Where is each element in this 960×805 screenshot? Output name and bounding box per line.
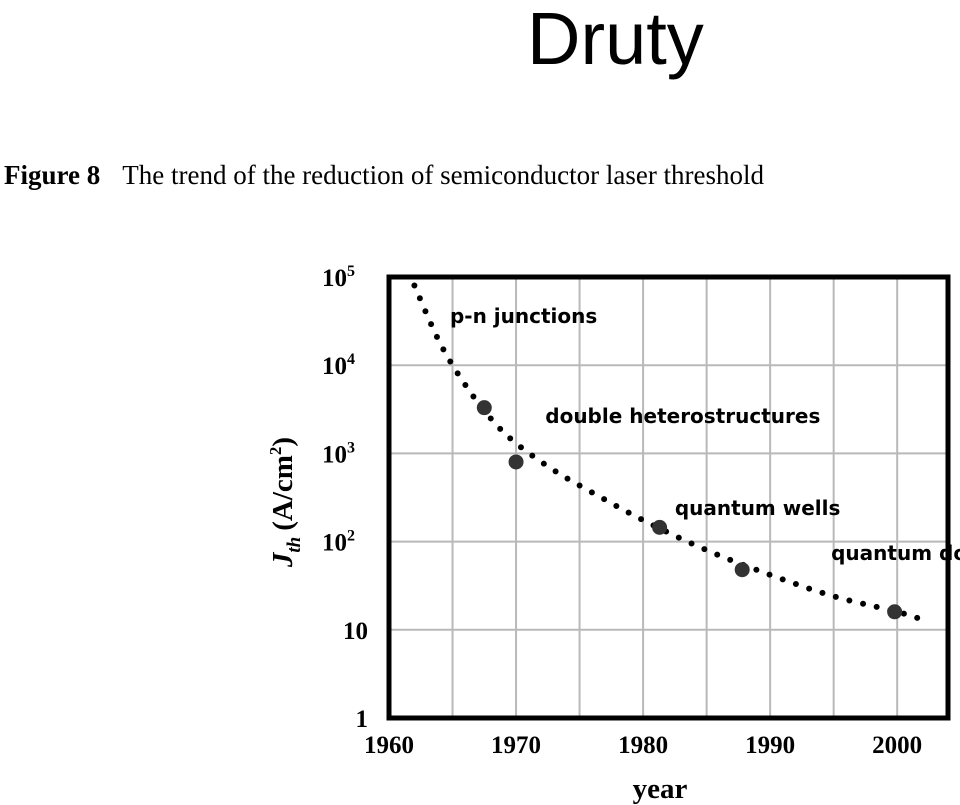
y-tick-base: 10 <box>322 530 347 557</box>
y-tick-exponent: 2 <box>347 528 355 545</box>
x-tick-label: 2000 <box>872 732 922 759</box>
y-tick-base: 10 <box>343 618 368 645</box>
slide-title: Druty <box>527 0 704 80</box>
figure-number: Figure 8 <box>4 160 101 190</box>
y-axis-label-sub: th <box>284 537 305 553</box>
y-tick-base: 1 <box>356 706 369 733</box>
y-tick-exponent: 3 <box>347 439 355 456</box>
y-tick-label: 102 <box>322 528 355 557</box>
y-tick-label: 104 <box>322 351 355 380</box>
data-point <box>734 562 750 578</box>
data-point <box>508 454 524 470</box>
data-point <box>476 400 492 416</box>
grid <box>389 276 948 719</box>
data-point <box>887 604 903 620</box>
x-tick-label: 1980 <box>618 732 668 759</box>
x-axis-ticks: 1960 1970 1980 1990 2000 <box>364 732 922 759</box>
y-tick-label: 105 <box>322 263 355 292</box>
figure-caption: Figure 8 The trend of the reduction of se… <box>4 160 764 191</box>
x-axis-label: year <box>633 773 688 805</box>
trend-line <box>411 282 926 623</box>
data-point <box>652 519 668 535</box>
annotation-label: quantum dots <box>831 541 960 565</box>
data-points <box>476 400 903 620</box>
y-tick-base: 10 <box>322 265 347 292</box>
trend-dots <box>411 282 926 623</box>
annotation-label: p-n junctions <box>450 304 597 328</box>
y-axis-label-main: J <box>267 551 299 568</box>
y-tick-exponent: 5 <box>347 263 355 280</box>
x-tick-label: 1990 <box>745 732 795 759</box>
y-tick-base: 10 <box>322 353 347 380</box>
y-tick-label: 10 <box>343 618 368 645</box>
figure-caption-text: The trend of the reduction of semiconduc… <box>122 160 765 190</box>
y-tick-exponent: 4 <box>347 351 355 368</box>
annotations: p-n junctions double heterostructures quan… <box>450 304 960 565</box>
y-tick-base: 10 <box>322 441 347 468</box>
y-axis-label: Jth (A/cm2) <box>266 437 305 568</box>
y-axis-label-close: ) <box>267 437 299 447</box>
y-axis-label-sup: 2 <box>266 447 285 456</box>
y-tick-label: 103 <box>322 439 355 468</box>
x-tick-label: 1970 <box>491 732 541 759</box>
x-tick-label: 1960 <box>364 732 414 759</box>
y-tick-label: 1 <box>356 706 369 733</box>
annotation-label: double heterostructures <box>545 404 820 428</box>
annotation-label: quantum wells <box>675 496 841 520</box>
plot-frame <box>386 274 951 721</box>
y-axis-label-unit: (A/cm <box>267 455 299 531</box>
